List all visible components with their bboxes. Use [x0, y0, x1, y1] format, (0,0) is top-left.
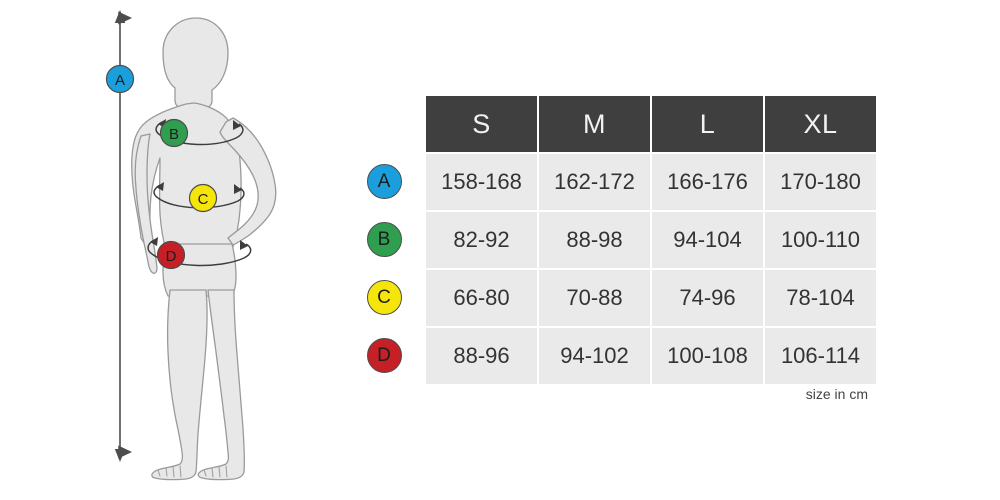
cell-a-l: 166-176: [652, 154, 763, 210]
cell-d-m: 94-102: [539, 328, 650, 384]
cell-c-m: 70-88: [539, 270, 650, 326]
figure-marker-c-label: C: [198, 191, 209, 208]
legend-dot-d-label: D: [377, 344, 391, 366]
table-caption: size in cm: [805, 386, 868, 402]
cell-a-xl: 170-180: [765, 154, 876, 210]
legend-row-c: C: [362, 268, 406, 326]
table-row: 158-168 162-172 166-176 170-180: [426, 154, 876, 210]
column-header-s: S: [426, 96, 537, 152]
legend-dot-a: A: [366, 163, 402, 199]
legend-dot-d: D: [366, 337, 402, 373]
cell-b-s: 82-92: [426, 212, 537, 268]
table-header-row: S M L XL: [426, 96, 876, 152]
figure-marker-b-label: B: [169, 126, 179, 143]
waist-measurement-line: [153, 182, 245, 209]
cell-d-l: 100-108: [652, 328, 763, 384]
column-header-m: M: [539, 96, 650, 152]
cell-c-xl: 78-104: [765, 270, 876, 326]
figure-marker-c: C: [188, 183, 218, 213]
cell-d-s: 88-96: [426, 328, 537, 384]
cell-b-xl: 100-110: [765, 212, 876, 268]
cell-c-l: 74-96: [652, 270, 763, 326]
legend-dot-b: B: [366, 221, 402, 257]
legend-dot-b-label: B: [377, 228, 391, 250]
body-illustration-panel: A B C D: [0, 0, 420, 500]
figure-marker-d-label: D: [166, 248, 177, 265]
size-table: S M L XL 158-168 162-172 166-176 170-180…: [424, 94, 878, 386]
table-row: 82-92 88-98 94-104 100-110: [426, 212, 876, 268]
column-header-xl: XL: [765, 96, 876, 152]
cell-b-l: 94-104: [652, 212, 763, 268]
cell-d-xl: 106-114: [765, 328, 876, 384]
legend-column: A B C D: [362, 90, 408, 385]
legend-row-a: A: [362, 152, 406, 210]
figure-marker-b: B: [159, 118, 189, 148]
legend-row-b: B: [362, 210, 406, 268]
cell-b-m: 88-98: [539, 212, 650, 268]
cell-c-s: 66-80: [426, 270, 537, 326]
table-row: 66-80 70-88 74-96 78-104: [426, 270, 876, 326]
female-body-silhouette: [131, 17, 277, 481]
cell-a-s: 158-168: [426, 154, 537, 210]
legend-dot-c-label: C: [377, 286, 391, 308]
figure-marker-a: A: [105, 64, 135, 94]
table-row: 88-96 94-102 100-108 106-114: [426, 328, 876, 384]
figure-marker-d: D: [156, 240, 186, 270]
column-header-l: L: [652, 96, 763, 152]
legend-dot-c: C: [366, 279, 402, 315]
legend-row-d: D: [362, 326, 406, 384]
legend-dot-a-label: A: [377, 170, 391, 192]
cell-a-m: 162-172: [539, 154, 650, 210]
body-illustration-svg: A B C D: [105, 10, 277, 481]
figure-marker-a-label: A: [115, 72, 125, 89]
